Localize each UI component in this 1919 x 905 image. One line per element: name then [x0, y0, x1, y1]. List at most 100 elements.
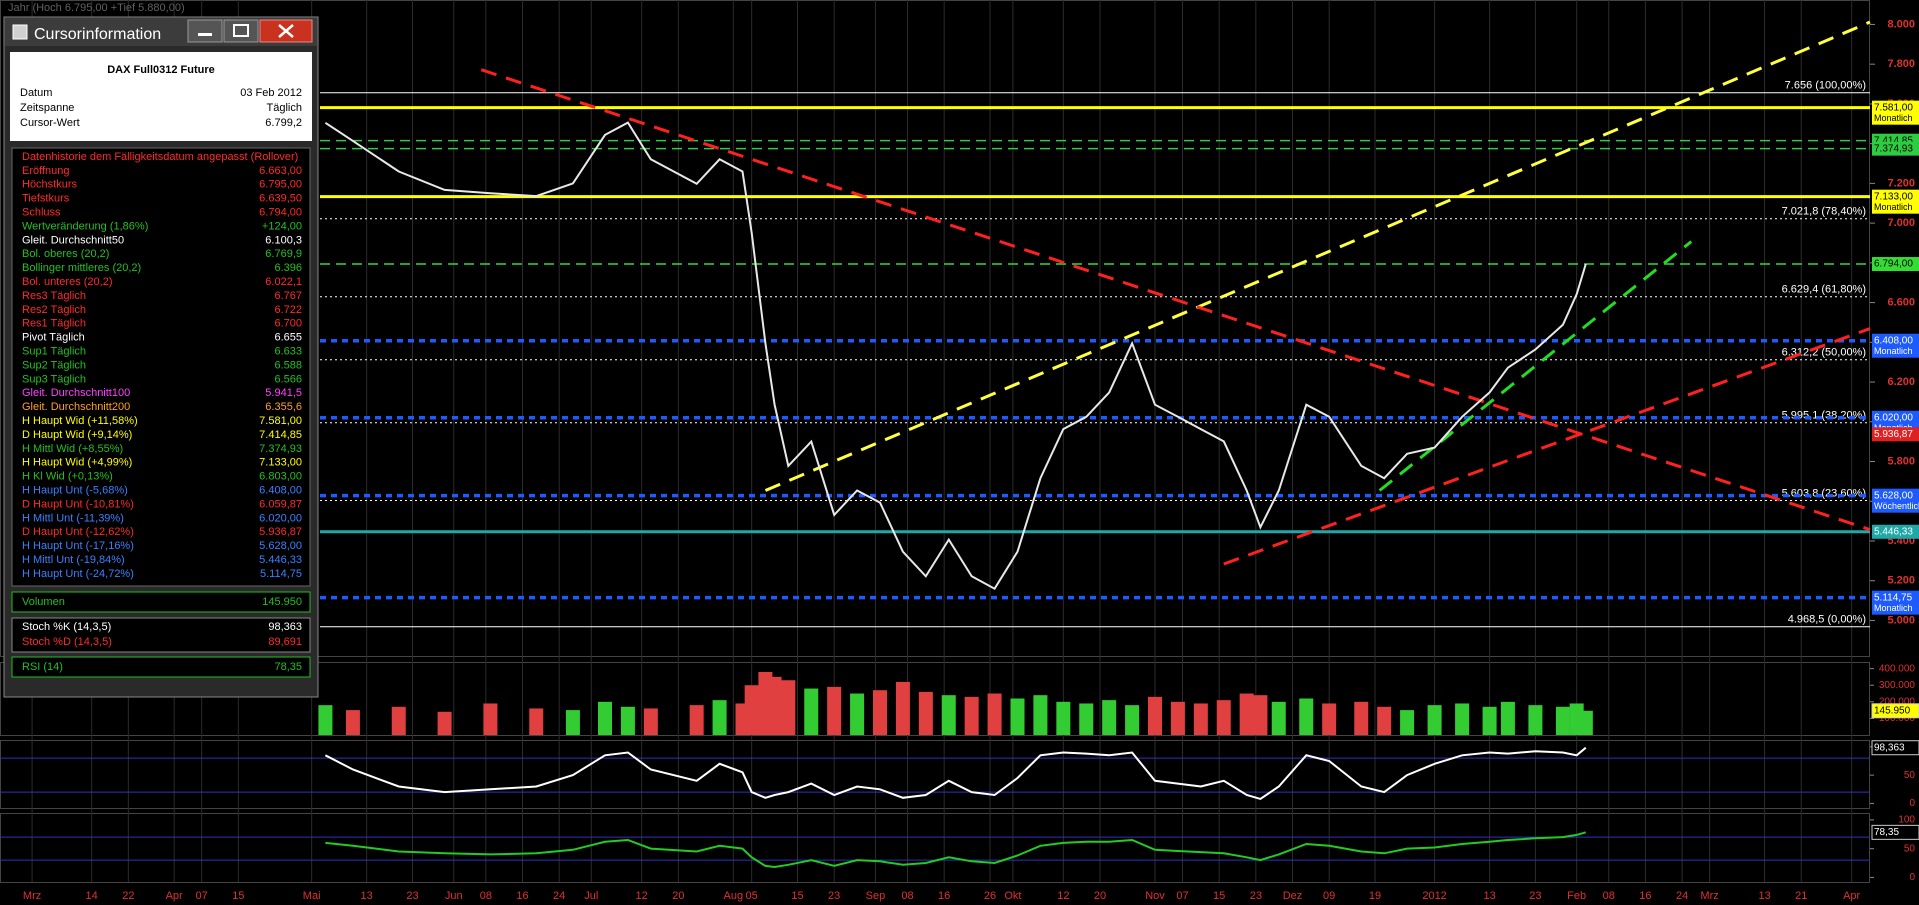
fib-label: 6.312,2 (50,00%) [1782, 347, 1866, 359]
row-label: H Mittl Unt (-11,39%) [22, 512, 124, 524]
volume-bar [1578, 710, 1593, 735]
row-value: 6.803,00 [259, 471, 302, 483]
indicator-value: 145.950 [262, 596, 302, 608]
volume-bar [689, 705, 704, 735]
level-label: 6.794,00 [1874, 259, 1913, 270]
row-label: Gleit. Durchschnitt50 [22, 234, 124, 246]
y-tick-label: 300.000 [1879, 680, 1916, 691]
current-label: 145.950 [1874, 705, 1911, 716]
x-tick-label: Sep [866, 890, 886, 902]
volume-bar [1125, 705, 1140, 735]
x-tick-label: 13 [1483, 890, 1495, 902]
volume-bar [964, 696, 979, 735]
level-box [1872, 257, 1919, 272]
level-sub: Wöchentlich [1874, 501, 1919, 511]
row-label: Res1 Täglich [22, 318, 86, 330]
row-label: H Mittl Unt (-19,84%) [22, 554, 125, 566]
field-label: Zeitspanne [20, 102, 74, 114]
volume-bar [1377, 706, 1392, 735]
indicator-value: 89,691 [268, 636, 302, 648]
x-tick-label: Dez [1283, 890, 1303, 902]
volume-bar [850, 693, 865, 735]
x-tick-label: Jun [445, 890, 463, 902]
panel-frame [0, 813, 1870, 883]
volume-bar [318, 705, 333, 735]
row-label: Eröffnung [22, 165, 70, 177]
x-tick-label: Apr [166, 890, 183, 902]
maximize-button[interactable] [223, 19, 259, 43]
y-tick-label: 8.000 [1887, 18, 1915, 30]
x-tick-label: Nov [1145, 890, 1165, 902]
fib-label: 7.656 (100,00%) [1785, 80, 1866, 92]
indicator-label: Stoch %K (14,3,5) [22, 621, 111, 633]
window-title: Cursorinformation [34, 26, 161, 43]
y-tick-label: 7.800 [1887, 58, 1915, 70]
row-value: 5.628,00 [259, 540, 302, 552]
row-value: 6.795,00 [259, 179, 302, 191]
x-tick-label: 14 [86, 890, 98, 902]
window-icon [12, 24, 28, 40]
volume-bar [712, 700, 727, 735]
volume-bar [1148, 696, 1162, 735]
rsi-box [11, 656, 311, 678]
y-tick-label: 100.000 [1879, 713, 1916, 724]
x-tick-label: Apr [1843, 890, 1860, 902]
rows-box [11, 147, 311, 587]
level-box [1872, 488, 1919, 513]
volume-bar [598, 701, 612, 735]
y-tick-label: 0 [1909, 872, 1915, 883]
current-box [1871, 824, 1919, 840]
row-value: 5.114,75 [260, 568, 302, 580]
volume-bar [1010, 698, 1025, 735]
row-value: 6.588 [274, 359, 302, 371]
row-value: 6.700 [274, 318, 302, 330]
row-value: 5.446,33 [259, 554, 302, 566]
level-label: 6.408,00 [1874, 335, 1913, 346]
volume-bar [804, 688, 819, 735]
level-label: 5.114,75 [1874, 592, 1913, 603]
volume-bar [1528, 705, 1543, 735]
field-label: Datum [20, 87, 52, 99]
volume-bar [744, 685, 759, 735]
volume-bar [1555, 706, 1570, 735]
row-value: 6.655 [274, 332, 302, 344]
price-line [324, 746, 1587, 800]
row-value: 7.133,00 [259, 457, 302, 469]
volume-bar [873, 690, 887, 735]
volume-bar [1079, 703, 1094, 735]
x-tick-label: 2012 [1422, 890, 1446, 902]
x-tick-label: 23 [1529, 890, 1541, 902]
x-tick-label: Okt [1004, 890, 1021, 902]
x-tick-label: 12 [636, 890, 648, 902]
level-label: 5.628,00 [1874, 490, 1913, 501]
x-tick-label: Mrz [1700, 890, 1718, 902]
row-label: Höchstkurs [22, 179, 78, 191]
row-value: 5.941,5 [265, 387, 302, 399]
x-tick-label: 12 [1057, 890, 1069, 902]
x-tick-label: 23 [828, 890, 840, 902]
stoch-box [11, 617, 311, 653]
volume-bar [529, 708, 544, 735]
x-tick-label: 22 [122, 890, 134, 902]
x-tick-label: Mrz [23, 890, 41, 902]
row-label: H Haupt Wid (+11,58%) [22, 415, 138, 427]
volume-bar [391, 706, 406, 735]
panel-frame [0, 662, 1870, 736]
volume-bar [941, 695, 956, 735]
level-box [1872, 141, 1919, 156]
row-value: 6.769,9 [265, 248, 302, 260]
minimize-button[interactable] [187, 19, 223, 43]
level-sub: Monatlich [1874, 113, 1913, 123]
current-box [1871, 703, 1919, 719]
row-label: D Haupt Unt (-10,81%) [22, 498, 134, 510]
indicator-label: Volumen [22, 596, 65, 608]
volume-bar [918, 691, 933, 735]
level-label: 5.446,33 [1874, 526, 1913, 537]
x-tick-label: 24 [553, 890, 565, 902]
row-label: Bol. oberes (20,2) [22, 248, 109, 260]
field-value: Täglich [267, 102, 302, 114]
volume-bar [1500, 701, 1515, 735]
